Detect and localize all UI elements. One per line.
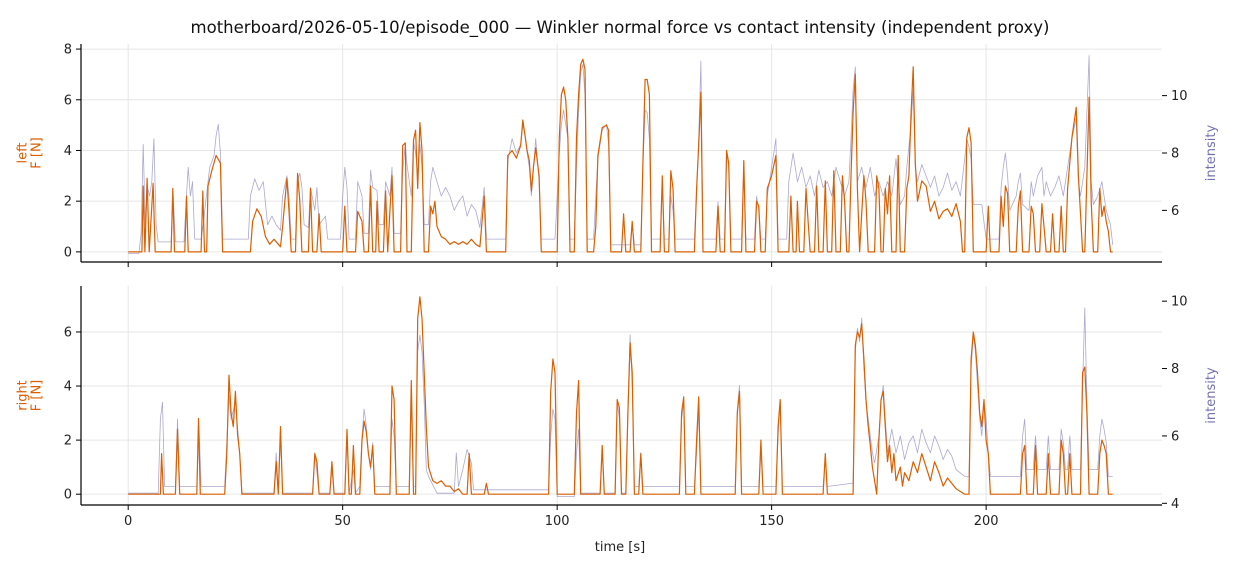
y2-axis-label: intensity [1204, 367, 1219, 424]
chart-title: motherboard/2026-05-10/episode_000 — Win… [191, 18, 1050, 38]
x-tick-label: 200 [974, 514, 999, 529]
y-tick-label: 4 [64, 380, 72, 395]
x-tick-label: 50 [334, 514, 351, 529]
y-axis-label: rightF [N] [15, 380, 44, 411]
y-tick-label: 6 [64, 93, 72, 108]
y-tick-label: 2 [64, 195, 72, 210]
x-tick-label: 0 [124, 514, 132, 529]
y2-axis-label: intensity [1204, 125, 1219, 182]
y2-tick-label: 8 [1171, 147, 1179, 162]
y2-tick-label: 10 [1171, 89, 1188, 104]
y-axis-label-line1: left [15, 142, 30, 163]
y-tick-label: 6 [64, 325, 72, 340]
series-line-force [128, 58, 1113, 253]
y-axis-label-line2: F [N] [30, 380, 45, 411]
x-tick-label: 100 [545, 514, 570, 529]
y-axis-label-line2: F [N] [30, 137, 45, 168]
y-tick-label: 2 [64, 434, 72, 449]
y-tick-label: 4 [64, 144, 72, 159]
x-tick-label: 150 [759, 514, 784, 529]
y-tick-label: 0 [64, 488, 72, 503]
y-tick-label: 8 [64, 43, 72, 58]
y2-tick-label: 8 [1171, 362, 1179, 377]
x-axis-label: time [s] [595, 540, 645, 555]
y-axis-label-line1: right [15, 380, 30, 411]
y2-tick-label: 6 [1171, 204, 1179, 219]
series-line-force [128, 296, 1113, 495]
y2-tick-label: 4 [1171, 497, 1179, 512]
y2-tick-label: 10 [1171, 295, 1188, 310]
y-axis-label: leftF [N] [15, 137, 44, 168]
panel-left-finger: 0 2 4 6 8 6 8 10 leftF [N] intensity [15, 43, 1219, 267]
y-tick-label: 0 [64, 245, 72, 260]
y2-tick-label: 6 [1171, 429, 1179, 444]
